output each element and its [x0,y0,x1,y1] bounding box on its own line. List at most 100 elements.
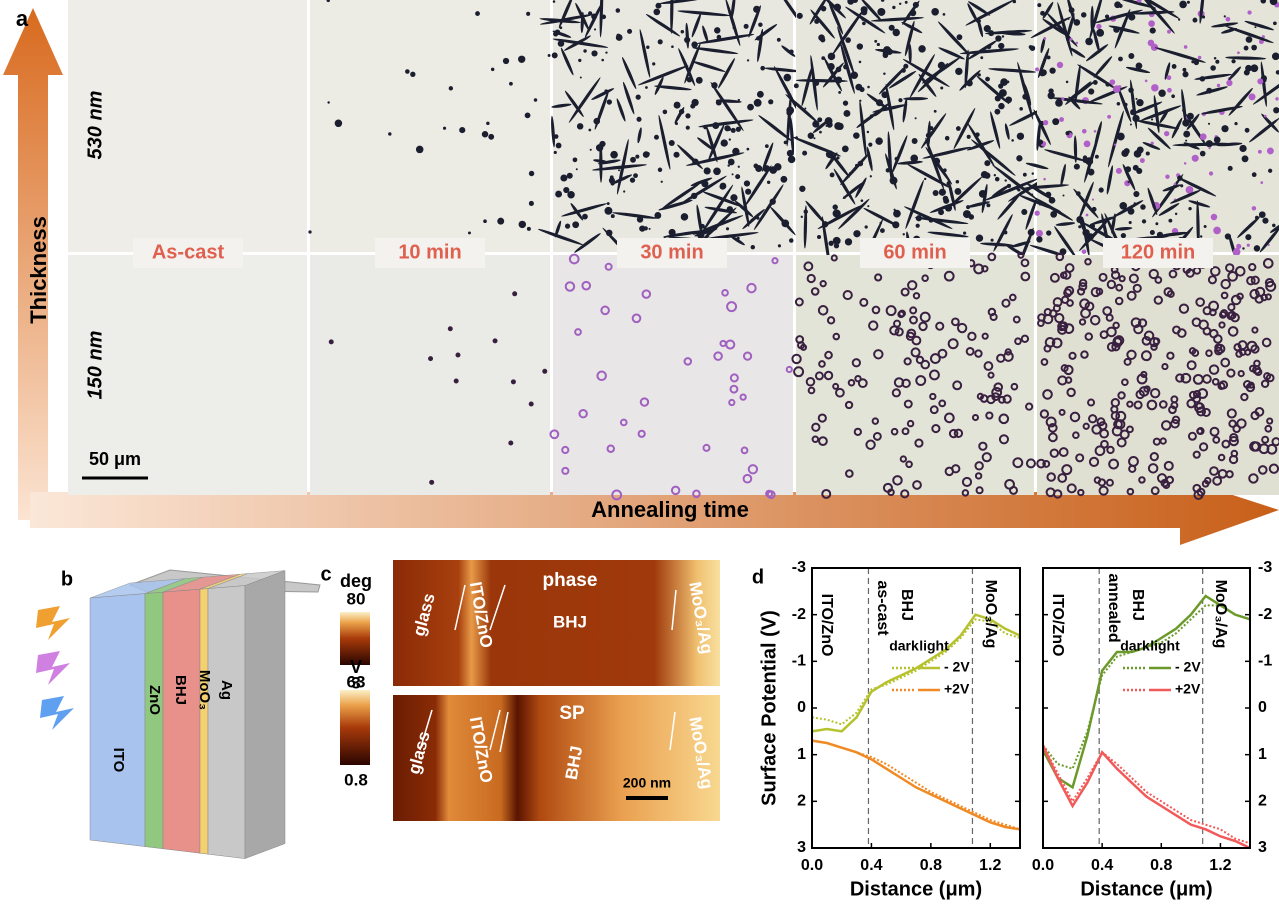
crystal [1267,147,1274,154]
crystal [616,34,623,41]
crystal [812,121,819,128]
crystal [880,228,885,233]
crystal [1021,209,1027,215]
panel-d: d-3-2-101230.00.40.81.2darklight- 2V+2VI… [752,559,1272,900]
crystal [610,151,618,159]
crystal [1200,235,1202,237]
crystal [1151,84,1158,91]
crystal [565,224,570,229]
crystal [653,9,660,16]
crystal [875,137,882,144]
crystal [1245,234,1251,240]
crystal [1249,93,1256,100]
crystal [984,172,990,178]
crystal [1039,204,1041,206]
y-tick-label: -2 [792,606,806,623]
region-label: BHJ [1129,589,1146,621]
crystal [1023,173,1027,177]
crystal [956,180,960,184]
crystal [980,56,983,59]
layer [208,586,245,859]
crystal [808,132,815,139]
crystal [1165,175,1169,179]
crystal [999,89,1007,97]
crystal [1214,57,1217,60]
time-label: 120 min [1121,241,1195,263]
crystal [845,238,852,245]
crystal [1048,92,1055,99]
crystal [661,181,663,183]
crystal [1016,155,1022,161]
legend-header: light [919,638,949,654]
crystal [483,219,487,223]
crystal [1246,36,1253,43]
crystal [1107,115,1111,119]
crystal [1082,249,1087,254]
crystal [995,35,1001,41]
time-label: As-cast [152,241,225,263]
layer-label: BHJ [172,675,189,705]
crystal [738,166,740,168]
crystal [720,183,726,189]
crystal [1043,178,1046,181]
crystal [1135,98,1137,100]
crystal [825,117,833,125]
droplet [494,339,497,342]
y-tick-label: 1 [797,746,806,763]
crystal [994,174,996,176]
crystal [519,221,526,228]
crystal [1113,26,1119,32]
region-label: ITO/ZnO [818,594,835,657]
crystal [1194,60,1199,65]
crystal [1047,55,1051,59]
crystal [1155,222,1158,225]
x-tick-label: 0.0 [801,857,823,874]
crystal [893,210,901,218]
crystal [1148,20,1155,27]
crystal [1242,247,1244,249]
crystal [1134,202,1136,204]
crystal [735,174,740,179]
crystal [915,117,917,119]
crystal [554,151,557,154]
chart: -3-2-101230.00.40.81.2darklight- 2V+2VIT… [1032,559,1272,900]
crystal [827,63,834,70]
crystal [630,157,636,163]
crystal [870,114,874,118]
crystal [845,37,851,43]
crystal [733,26,736,29]
y-tick-label: 3 [1258,839,1267,856]
crystal [1150,230,1155,235]
crystal [696,77,703,84]
crystal [684,37,690,43]
crystal [673,152,679,158]
crystal [1017,133,1024,140]
crystal [525,112,531,118]
sp-image [393,695,720,821]
crystal [984,25,991,32]
crystal [654,135,659,140]
droplet [512,380,515,383]
crystal [607,99,612,104]
crystal [1089,223,1095,229]
crystal [410,72,415,77]
crystal [955,68,962,75]
crystal [1028,229,1035,236]
crystal [590,149,592,151]
droplet [543,370,546,373]
crystal [1252,206,1257,211]
crystal [747,59,749,61]
crystal [604,207,612,215]
crystal [998,43,1004,49]
crystal [1187,1,1190,4]
crystal [881,91,888,98]
crystal [669,229,676,236]
crystal [945,136,950,141]
crystal [591,14,597,20]
crystal [986,203,990,207]
crystal [618,169,620,171]
crystal [955,188,962,195]
crystal [1268,169,1272,173]
row-label: 530 nm [84,91,106,160]
crystal [1114,1,1121,8]
